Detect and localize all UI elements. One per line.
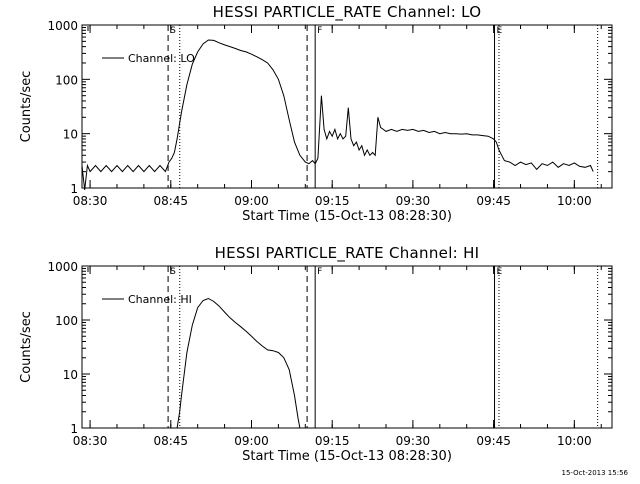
y-tick-label: 10: [63, 368, 78, 382]
x-tick-label: 09:45: [476, 194, 511, 208]
event-marker-label: F: [317, 26, 322, 36]
x-tick-label: 08:45: [153, 434, 188, 448]
y-tick-label: 10: [63, 128, 78, 142]
series-line: [176, 297, 301, 429]
chart-panel-1: [81, 265, 613, 429]
y-axis-label: Counts/sec: [19, 71, 34, 143]
x-tick-label: 08:45: [153, 194, 188, 208]
legend-label: Channel: HI: [128, 293, 192, 306]
y-tick-label: 100: [55, 73, 78, 87]
plot-frame: [81, 24, 613, 189]
series-line: [81, 39, 594, 191]
legend-label: Channel: LO: [128, 52, 195, 65]
x-tick-label: 09:15: [315, 194, 350, 208]
footer-timestamp: 15-Oct-2013 15:56: [561, 469, 628, 477]
x-tick-label: 10:00: [557, 434, 592, 448]
event-marker-label: S: [170, 26, 176, 36]
y-tick-label: 1: [70, 182, 78, 196]
x-tick-label: 09:00: [234, 434, 269, 448]
event-marker-label: F: [317, 267, 322, 277]
y-tick-label: 100: [55, 314, 78, 328]
plot-frame: [81, 265, 613, 429]
event-marker-label: E: [497, 26, 503, 36]
x-tick-label: 08:30: [73, 194, 108, 208]
y-tick-label: 1000: [47, 260, 78, 274]
y-axis-label: Counts/sec: [19, 311, 34, 383]
chart-title: HESSI PARTICLE_RATE Channel: LO: [213, 3, 482, 22]
chart-panel-0: [81, 24, 613, 191]
event-marker-label: E: [497, 267, 503, 277]
x-tick-label: 09:00: [234, 194, 269, 208]
x-tick-label: 09:30: [396, 194, 431, 208]
x-axis-label: Start Time (15-Oct-13 08:28:30): [242, 209, 452, 224]
x-tick-label: 08:30: [73, 434, 108, 448]
x-tick-label: 09:30: [396, 434, 431, 448]
x-tick-label: 09:15: [315, 434, 350, 448]
chart-title: HESSI PARTICLE_RATE Channel: HI: [215, 244, 480, 263]
x-tick-label: 10:00: [557, 194, 592, 208]
y-tick-label: 1: [70, 422, 78, 436]
event-marker-label: S: [170, 267, 176, 277]
y-tick-label: 1000: [47, 19, 78, 33]
x-tick-label: 09:45: [476, 434, 511, 448]
x-axis-label: Start Time (15-Oct-13 08:28:30): [242, 449, 452, 464]
